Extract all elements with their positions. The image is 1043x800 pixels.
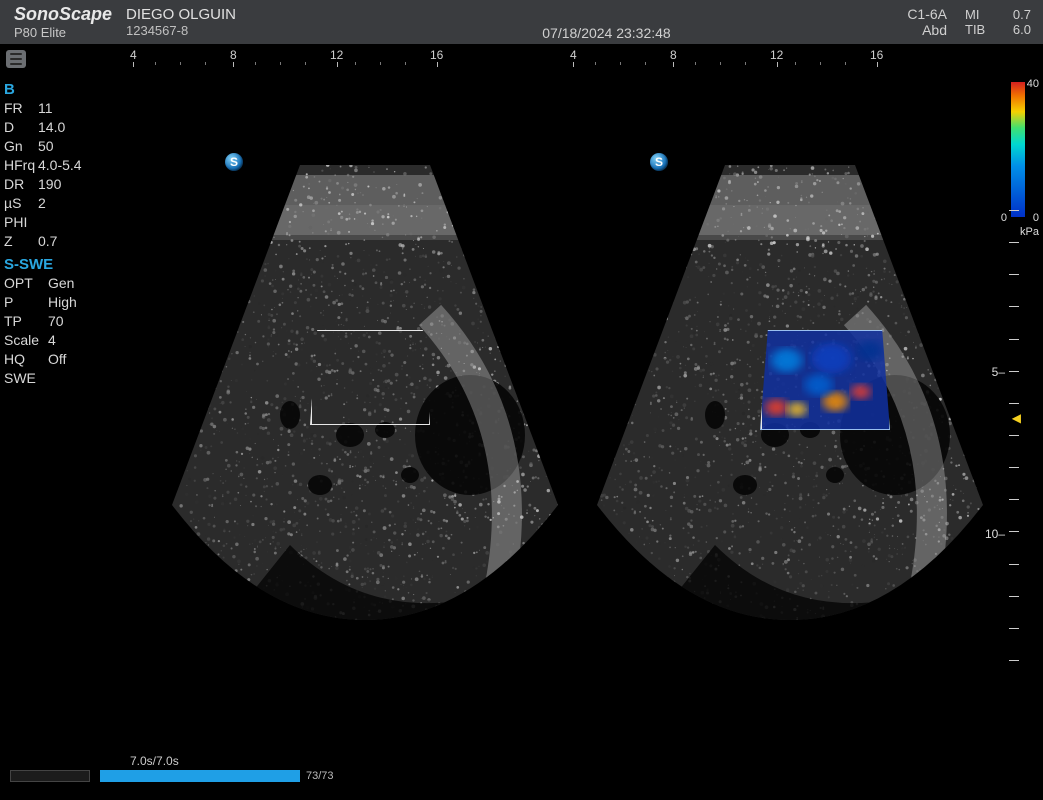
param-key: P <box>4 293 48 312</box>
param-row: OPTGen <box>4 274 82 293</box>
param-key: DR <box>4 175 38 194</box>
exam-datetime: 07/18/2024 23:32:48 <box>320 0 893 44</box>
header-bar: SonoScape P80 Elite DIEGO OLGUIN 1234567… <box>0 0 1043 44</box>
ruler-tick: 12 <box>770 48 783 62</box>
param-value: 4.0-5.4 <box>38 156 82 175</box>
param-value: 4 <box>48 331 56 350</box>
param-key: HQ SWE <box>4 350 48 388</box>
param-row: Scale4 <box>4 331 82 350</box>
param-row: Z0.7 <box>4 232 82 251</box>
param-value: 0.7 <box>38 232 57 251</box>
focus-indicator-icon: ◀ <box>1012 411 1021 425</box>
param-value: 70 <box>48 312 64 331</box>
param-row: HQ SWEOff <box>4 350 82 388</box>
param-key: µS <box>4 194 38 213</box>
ruler-tick: 12 <box>330 48 343 62</box>
orientation-marker-icon: S <box>650 153 668 171</box>
colorbar-min: 0 <box>1033 212 1039 224</box>
param-key: Z <box>4 232 38 251</box>
menu-icon[interactable] <box>6 50 26 68</box>
depth-tick-label: 5– <box>992 365 1005 379</box>
cine-progress-fill <box>100 770 300 782</box>
param-value: 190 <box>38 175 61 194</box>
param-row: D14.0 <box>4 118 82 137</box>
ruler-tick: 16 <box>870 48 883 62</box>
param-row: DR190 <box>4 175 82 194</box>
depth-scale-right: 5–10– <box>999 210 1019 660</box>
param-key: D <box>4 118 38 137</box>
param-row: PHigh <box>4 293 82 312</box>
imaging-parameters: B FR11D14.0Gn50HFrq4.0-5.4DR190µS2PHIZ0.… <box>4 80 82 388</box>
depth-ruler-top: 4 8 12 16 4 8 12 16 <box>100 48 1023 70</box>
param-key: HFrq <box>4 156 38 175</box>
ruler-tick: 8 <box>230 48 237 62</box>
device-model: P80 Elite <box>6 25 114 40</box>
brand-logo: SonoScape <box>6 4 126 25</box>
param-key: FR <box>4 99 38 118</box>
param-row: FR11 <box>4 99 82 118</box>
param-key: TP <box>4 312 48 331</box>
swe-pane-right[interactable]: S <box>595 165 985 620</box>
param-value: 50 <box>38 137 54 156</box>
param-value: High <box>48 293 77 312</box>
kpa-colorbar <box>1011 82 1025 217</box>
elastogram-overlay <box>761 331 889 429</box>
mode-swe-title: S-SWE <box>4 255 82 274</box>
mi-value: 0.7 <box>1013 7 1031 22</box>
tib-value: 6.0 <box>1013 22 1031 37</box>
param-row: PHI <box>4 213 82 232</box>
swe-roi-box-left[interactable] <box>310 330 430 425</box>
param-key: PHI <box>4 213 38 232</box>
ruler-tick: 4 <box>130 48 137 62</box>
cine-frame-count: 73/73 <box>306 770 334 782</box>
param-row: TP70 <box>4 312 82 331</box>
colorbar-unit: kPa <box>1020 226 1039 238</box>
colorbar-max: 40 <box>1027 78 1039 90</box>
cine-time-label: 7.0s/7.0s <box>130 754 179 768</box>
param-value: Off <box>48 350 66 388</box>
patient-id: 1234567-8 <box>126 23 314 38</box>
cine-bar: 7.0s/7.0s 73/73 <box>0 760 1043 786</box>
param-value: 14.0 <box>38 118 65 137</box>
param-key: OPT <box>4 274 48 293</box>
orientation-marker-icon: S <box>225 153 243 171</box>
depth-tick-label: 10– <box>985 527 1005 541</box>
patient-name: DIEGO OLGUIN <box>126 6 314 23</box>
bmode-pane-left[interactable]: S <box>170 165 560 620</box>
ruler-tick: 8 <box>670 48 677 62</box>
param-key: Scale <box>4 331 48 350</box>
ruler-tick: 16 <box>430 48 443 62</box>
mode-b-title: B <box>4 80 82 99</box>
exam-preset: Abd <box>899 22 947 38</box>
mi-label: MI <box>965 7 979 22</box>
param-row: HFrq4.0-5.4 <box>4 156 82 175</box>
param-value: 2 <box>38 194 46 213</box>
param-row: µS2 <box>4 194 82 213</box>
swe-roi-box-right[interactable] <box>760 330 890 430</box>
cine-thumb-region[interactable] <box>10 770 90 782</box>
param-key: Gn <box>4 137 38 156</box>
tib-label: TIB <box>965 22 985 37</box>
ruler-tick: 4 <box>570 48 577 62</box>
param-value: 11 <box>38 99 53 118</box>
param-row: Gn50 <box>4 137 82 156</box>
param-value: Gen <box>48 274 74 293</box>
probe-id: C1-6A <box>899 6 947 22</box>
